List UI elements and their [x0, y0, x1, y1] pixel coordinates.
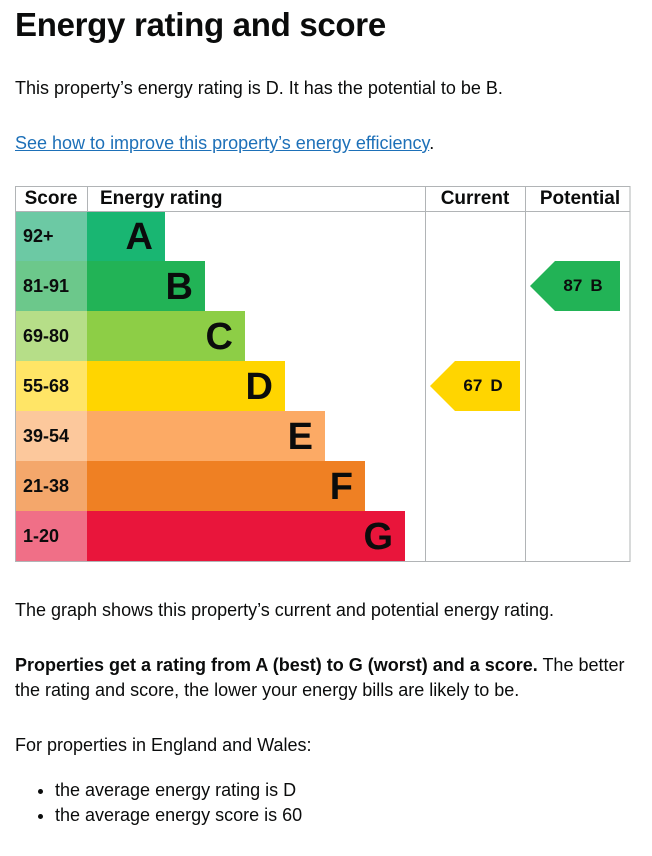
link-suffix: .	[429, 133, 435, 153]
score-cell	[15, 261, 87, 311]
score-range: 1-20	[23, 526, 59, 546]
column-header: Potential	[540, 188, 620, 209]
rating-letter: A	[126, 216, 153, 258]
intro: This property’s energy rating is D. It h…	[15, 78, 503, 98]
graph-border	[15, 186, 631, 562]
potential-label: 87 B	[563, 276, 602, 295]
potential-rating: B	[590, 276, 602, 295]
score-cell	[15, 411, 87, 461]
rating-letter: E	[288, 416, 313, 458]
rating-bar	[87, 461, 365, 511]
score-cell	[15, 511, 87, 561]
score-range: 92+	[23, 226, 54, 246]
average-intro: For properties in England and Wales:	[15, 735, 312, 755]
link-paragraph: See how to improve this property’s energ…	[15, 131, 434, 156]
score-range: 81-91	[23, 276, 69, 296]
current-score: 67	[463, 376, 482, 395]
score-range: 69-80	[23, 326, 69, 346]
score-cell	[15, 361, 87, 411]
column-header: Score	[25, 188, 78, 209]
rating-letter: B	[166, 266, 193, 308]
improve-link[interactable]: See how to improve this property’s energ…	[15, 133, 430, 153]
column-header: Current	[441, 188, 510, 209]
rating-bar	[87, 511, 405, 561]
rating-letter: G	[363, 516, 393, 558]
average-item: the average energy score is 60	[55, 803, 302, 828]
rating-bar	[87, 361, 285, 411]
score-range: 39-54	[23, 426, 69, 446]
rating-bar	[87, 261, 205, 311]
energy-graph: Score Energy rating Current Potential 92+ A 81…	[15, 186, 631, 562]
column-header: Energy rating	[100, 188, 222, 209]
average-item: the average energy rating is D	[55, 778, 302, 803]
rating-bar	[87, 211, 165, 261]
current-rating: D	[490, 376, 502, 395]
rating-note-text: The better the rating and score, the low…	[15, 655, 625, 700]
rating-bar	[87, 311, 245, 361]
rating-bar	[87, 411, 325, 461]
score-range: 21-38	[23, 476, 69, 496]
rating-letter: F	[330, 466, 353, 508]
rating-letter: D	[246, 366, 273, 408]
score-range: 55-68	[23, 376, 69, 396]
potential-score: 87	[563, 276, 582, 295]
score-cell	[15, 211, 87, 261]
current-label: 67 D	[463, 376, 502, 395]
rating-note-bold: Properties get a rating from A (best) to…	[15, 655, 538, 675]
heading: Energy rating and score	[15, 6, 386, 43]
current-arrow	[430, 361, 520, 411]
rating-letter: C	[206, 316, 233, 358]
score-cell	[15, 311, 87, 361]
potential-arrow	[530, 261, 620, 311]
explanation: The graph shows this property’s current …	[15, 600, 554, 620]
rating-note: Properties get a rating from A (best) to…	[15, 653, 635, 703]
score-cell	[15, 461, 87, 511]
average-list: the average energy rating is D the avera…	[15, 778, 302, 828]
